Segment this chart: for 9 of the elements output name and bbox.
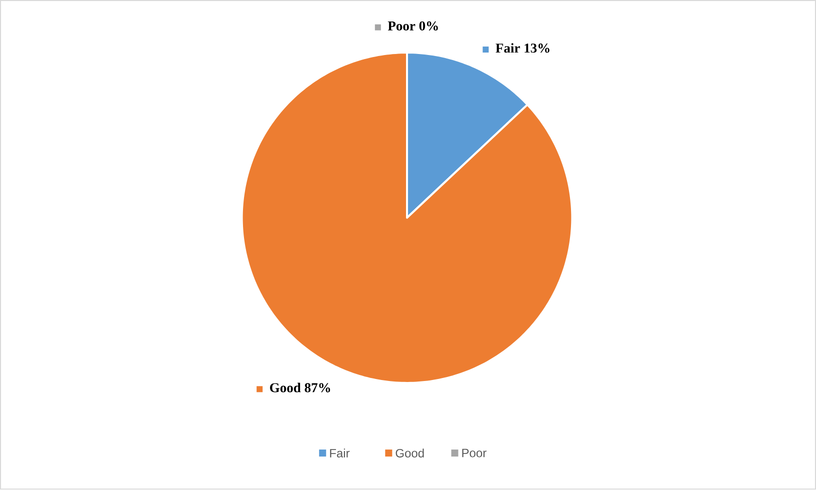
category-label: Poor (388, 22, 416, 31)
text: 0% (419, 22, 438, 31)
legend-label: Good (270, 382, 301, 392)
legend-label: Poor (462, 449, 486, 458)
category-label: Fair (330, 448, 350, 458)
category-label: Good (396, 448, 424, 458)
data-label: 13% (524, 44, 550, 53)
legend-label: Fair (496, 43, 520, 53)
data-label: 87% (304, 383, 330, 393)
